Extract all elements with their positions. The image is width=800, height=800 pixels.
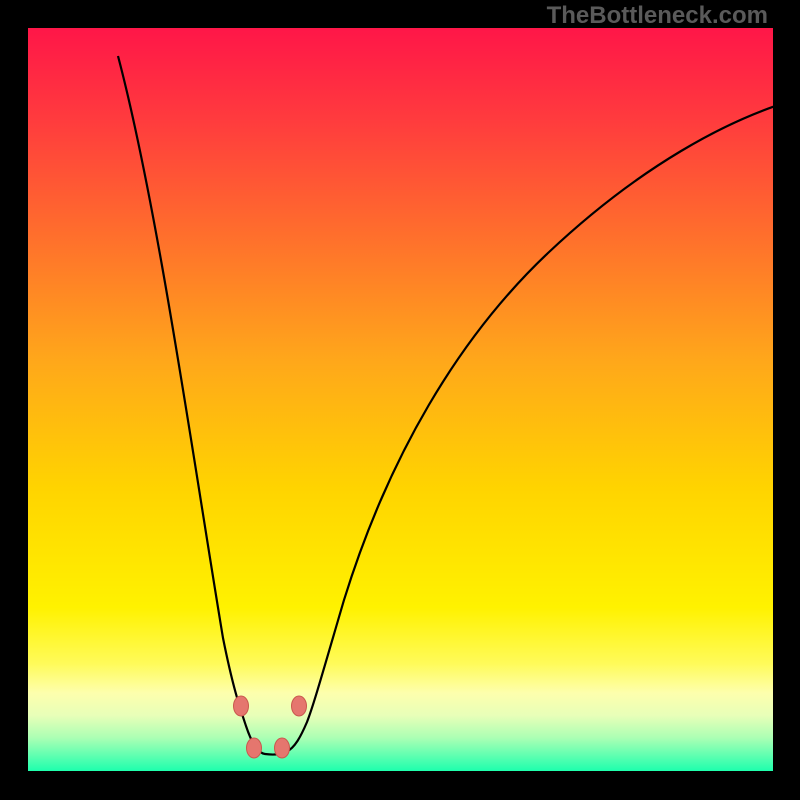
chart-frame: TheBottleneck.com — [0, 0, 800, 800]
curve-dot — [292, 696, 307, 716]
curve-dot — [275, 738, 290, 758]
gradient-background — [28, 28, 773, 771]
plot-area — [28, 28, 773, 771]
frame-border-bottom — [0, 771, 800, 800]
curve-dot — [234, 696, 249, 716]
plot-svg — [28, 28, 773, 771]
watermark-text: TheBottleneck.com — [547, 2, 768, 30]
frame-border-left — [0, 0, 28, 800]
curve-dot — [247, 738, 262, 758]
curve-dots — [234, 696, 307, 758]
bottleneck-curve — [118, 56, 773, 755]
frame-border-right — [773, 0, 800, 800]
